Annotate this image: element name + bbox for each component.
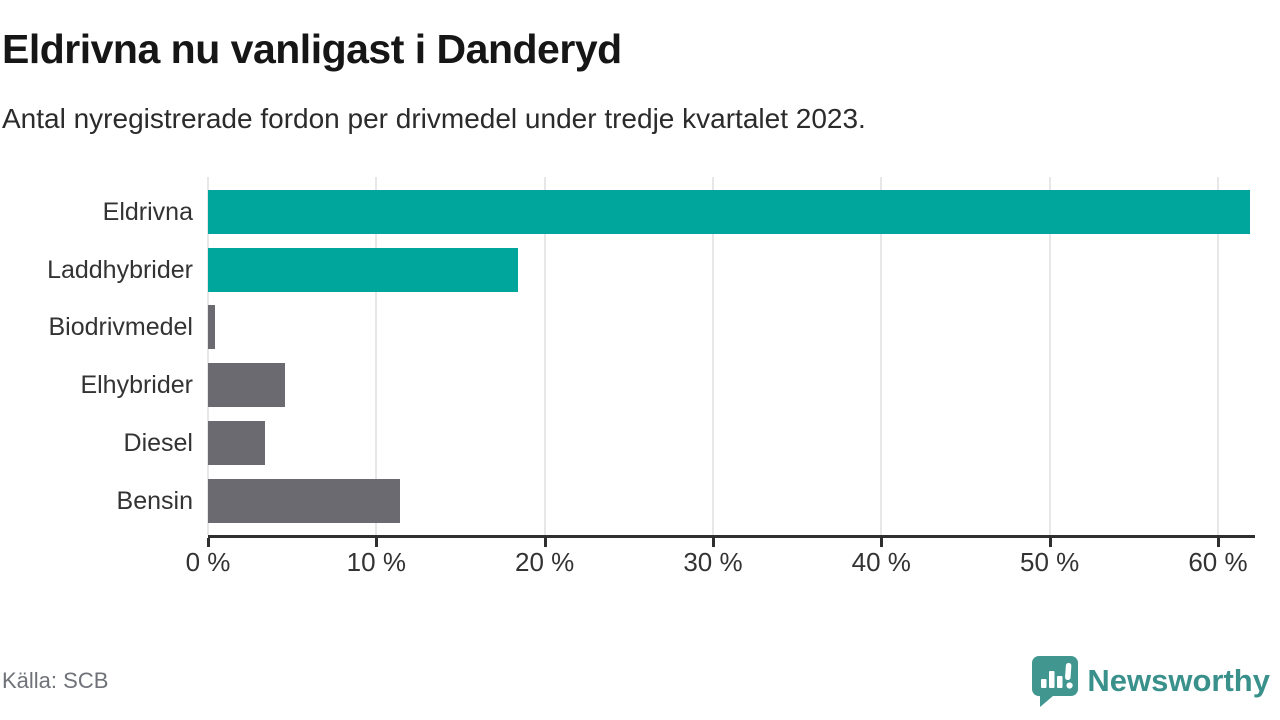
category-label-laddhybrider: Laddhybrider xyxy=(47,255,193,284)
x-tick-20 xyxy=(543,538,547,547)
bar-eldrivna xyxy=(208,190,1250,234)
x-tick-10 xyxy=(375,538,379,547)
category-label-elhybrider: Elhybrider xyxy=(80,371,193,400)
bar-elhybrider xyxy=(208,363,286,408)
category-label-bensin: Bensin xyxy=(116,486,193,515)
category-label-diesel: Diesel xyxy=(123,428,193,457)
chart-subtitle: Antal nyregistrerade fordon per drivmede… xyxy=(2,103,866,134)
gridline-60 xyxy=(1216,177,1219,535)
x-tick-label-10: 10 % xyxy=(346,547,406,577)
newsworthy-logo: Newsworthy xyxy=(1031,655,1270,707)
gridline-40 xyxy=(880,177,883,535)
bar-laddhybrider xyxy=(208,247,518,292)
x-tick-label-50: 50 % xyxy=(1019,547,1080,577)
bar-diesel xyxy=(208,420,266,465)
x-tick-label-0: 0 % xyxy=(185,547,231,577)
newsworthy-logo-text: Newsworthy xyxy=(1087,663,1270,698)
x-tick-50 xyxy=(1048,538,1052,547)
source-note: Källa: SCB xyxy=(2,668,109,693)
gridline-30 xyxy=(711,177,714,535)
x-tick-label-30: 30 % xyxy=(683,547,743,577)
gridline-50 xyxy=(1048,177,1051,535)
category-label-eldrivna: Eldrivna xyxy=(102,198,193,226)
gridline-10 xyxy=(375,177,378,535)
x-tick-30 xyxy=(711,538,715,547)
chart-title: Eldrivna nu vanligast i Danderyd xyxy=(2,26,622,72)
gridline-20 xyxy=(543,177,546,535)
x-tick-60 xyxy=(1216,538,1220,547)
x-tick-40 xyxy=(880,538,884,547)
x-tick-label-60: 60 % xyxy=(1188,547,1248,577)
x-tick-label-20: 20 % xyxy=(515,547,575,577)
gridline-0 xyxy=(207,177,209,535)
plot-area xyxy=(207,177,1255,538)
category-label-biodrivmedel: Biodrivmedel xyxy=(48,313,193,342)
x-tick-0 xyxy=(207,538,210,547)
bar-biodrivmedel xyxy=(208,305,215,350)
x-tick-label-40: 40 % xyxy=(851,547,911,577)
newsworthy-logo-icon xyxy=(1032,656,1079,707)
bar-bensin xyxy=(208,478,400,523)
